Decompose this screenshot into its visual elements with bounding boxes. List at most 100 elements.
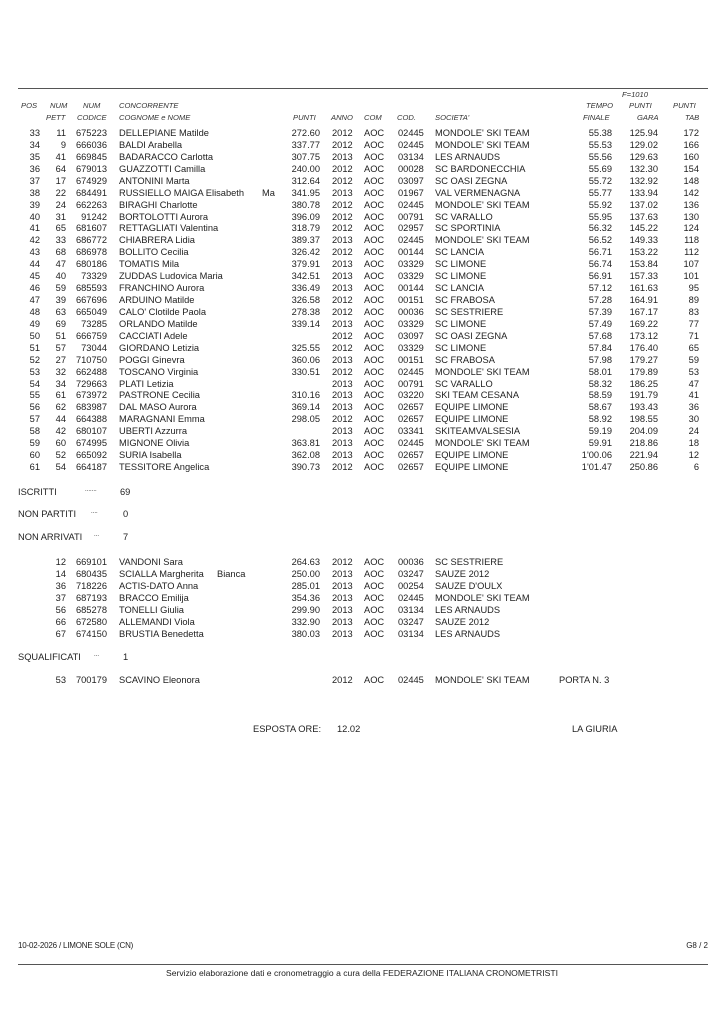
cell-pett: 60 xyxy=(55,438,66,449)
cell-name-extra: Ma xyxy=(262,187,275,198)
cell-punti-gara: 145.22 xyxy=(629,223,658,234)
cell-punti: 341.95 xyxy=(291,187,320,198)
cell-punti-gara: 149.33 xyxy=(629,235,658,246)
cell-cod: 03329 xyxy=(398,318,424,329)
cell-codice: 718226 xyxy=(75,580,107,591)
cell-codice: 680107 xyxy=(75,426,107,437)
result-row: 45 40 73329 ZUDDAS Ludovica Maria 342.51 2013… xyxy=(0,271,724,283)
cell-punti-tab: 41 xyxy=(688,390,699,401)
cell-anno: 2012 xyxy=(332,366,353,377)
iscritti-value: 69 xyxy=(120,487,131,497)
cell-anno: 2012 xyxy=(332,295,353,306)
cell-name: DAL MASO Aurora xyxy=(119,402,197,413)
cell-name: VANDONI Sara xyxy=(119,557,183,567)
cell-com: AOC xyxy=(364,580,385,591)
cell-com: AOC xyxy=(364,271,385,282)
cell-tempo: 55.72 xyxy=(588,175,612,186)
cell-punti-gara: 198.55 xyxy=(629,414,658,425)
cell-punti: 336.49 xyxy=(291,283,320,294)
result-row: 41 65 681607 RETTAGLIATI Valentina 318.79 201… xyxy=(0,223,724,235)
col-punti-tab-1: PUNTI xyxy=(673,101,696,110)
cell-pos: 50 xyxy=(29,330,40,341)
cell-pos: 47 xyxy=(29,295,40,306)
cell-cod: 02445 xyxy=(398,235,424,246)
cell-name: PASTRONE Cecilia xyxy=(119,390,200,401)
cell-punti-tab: 112 xyxy=(684,247,699,258)
cell-anno: 2012 xyxy=(332,462,353,473)
top-rule xyxy=(18,88,708,89)
cell-punti: 278.38 xyxy=(291,306,320,317)
iscritti-dots: ....... xyxy=(85,487,97,493)
cell-punti-gara: 176.40 xyxy=(629,342,658,353)
squalificato-row: 53 700179 SCAVINO Eleonora 2012 AOC 02445 MOND… xyxy=(0,675,724,687)
cell-societa: SC BARDONECCHIA xyxy=(435,163,526,174)
cell-punti-gara: 132.30 xyxy=(629,163,658,174)
cell-anno: 2012 xyxy=(332,557,353,567)
non-arrivati-value: 7 xyxy=(123,532,129,542)
cell-com: AOC xyxy=(364,604,385,615)
cell-cod: 02657 xyxy=(398,462,424,473)
cell-codice: 685278 xyxy=(75,604,107,615)
cell-tempo: 57.98 xyxy=(588,354,612,365)
cell-com: AOC xyxy=(364,175,385,186)
cell-com: AOC xyxy=(364,151,385,162)
cell-punti-tab: 59 xyxy=(688,354,699,365)
result-row: 58 42 680107 UBERTI Azzurra 2013 AOC 03341 SKIT… xyxy=(0,426,724,438)
cell-punti-tab: 6 xyxy=(693,462,699,473)
cell-pos: 49 xyxy=(29,318,40,329)
cell-societa: SAUZE 2012 xyxy=(435,568,490,579)
cell-pos: 43 xyxy=(29,247,40,258)
cell-societa: SAUZE 2012 xyxy=(435,616,490,627)
cell-anno: 2012 xyxy=(332,414,353,425)
cell-societa: MONDOLE' SKI TEAM xyxy=(435,592,530,603)
cell-anno: 2012 xyxy=(332,128,353,138)
cell-punti: 326.42 xyxy=(291,247,320,258)
cell-punti-gara: 218.86 xyxy=(629,438,658,449)
cell-societa: EQUIPE LIMONE xyxy=(435,414,509,425)
cell-tempo: 58.32 xyxy=(588,378,612,389)
cell-pett: 64 xyxy=(55,163,66,174)
cell-com: AOC xyxy=(364,318,385,329)
cell-pett: 24 xyxy=(55,199,66,210)
cell-cod: 00791 xyxy=(398,211,424,222)
col-punti-gara-2: GARA xyxy=(637,113,659,122)
cell-societa: EQUIPE LIMONE xyxy=(435,402,509,413)
cell-codice: 680186 xyxy=(75,259,107,270)
result-row: 47 39 667696 ARDUINO Matilde 326.58 2012 AOC 00… xyxy=(0,295,724,307)
cell-cod: 02657 xyxy=(398,402,424,413)
cell-pos: 54 xyxy=(29,378,40,389)
cell-pos: 33 xyxy=(29,128,40,138)
cell-punti-tab: 47 xyxy=(688,378,699,389)
cell-pett: 34 xyxy=(55,378,66,389)
cell-cod: 00151 xyxy=(398,354,424,365)
cell-name: ORLANDO Matilde xyxy=(119,318,198,329)
cell-com: AOC xyxy=(364,616,385,627)
cell-com: AOC xyxy=(364,450,385,461)
non-arrivati-label: NON ARRIVATI xyxy=(18,532,83,542)
cell-com: AOC xyxy=(364,247,385,258)
cell-pett: 47 xyxy=(55,259,66,270)
cell-cod: 00028 xyxy=(398,163,424,174)
col-num-codice-1: NUM xyxy=(83,101,101,110)
result-row: 33 11 675223 DELLEPIANE Matilde 272.60 2012 AO… xyxy=(0,128,724,140)
cell-punti: 396.09 xyxy=(291,211,320,222)
cell-punti-gara: 193.43 xyxy=(629,402,658,413)
cell-tempo: 55.77 xyxy=(588,187,612,198)
cell-cod: 00036 xyxy=(398,306,424,317)
cell-codice: 686978 xyxy=(75,247,107,258)
cell-punti-gara: 129.02 xyxy=(629,139,658,150)
footer-date-place: 10-02-2026 / LIMONE SOLE (CN) xyxy=(18,941,134,950)
cell-punti-gara: 179.89 xyxy=(629,366,658,377)
cell-societa: SC OASI ZEGNA xyxy=(435,330,508,341)
cell-pos: 58 xyxy=(29,426,40,437)
result-row: 50 51 666759 CACCIATI Adele 2012 AOC 03097 SC O… xyxy=(0,331,724,343)
non-arrivati-dots: ... xyxy=(94,532,100,538)
cell-societa: MONDOLE' SKI TEAM xyxy=(435,199,530,210)
cell-com: AOC xyxy=(364,342,385,353)
cell-punti-gara: 169.22 xyxy=(629,318,658,329)
cell-name: ARDUINO Matilde xyxy=(119,295,195,306)
col-punti: PUNTI xyxy=(293,113,316,122)
cell-societa: LES ARNAUDS xyxy=(435,628,501,639)
cell-punti: 285.01 xyxy=(291,580,320,591)
non-arrivato-row: 12 669101 VANDONI Sara 264.63 2012 AOC 00036 SC… xyxy=(0,557,724,569)
